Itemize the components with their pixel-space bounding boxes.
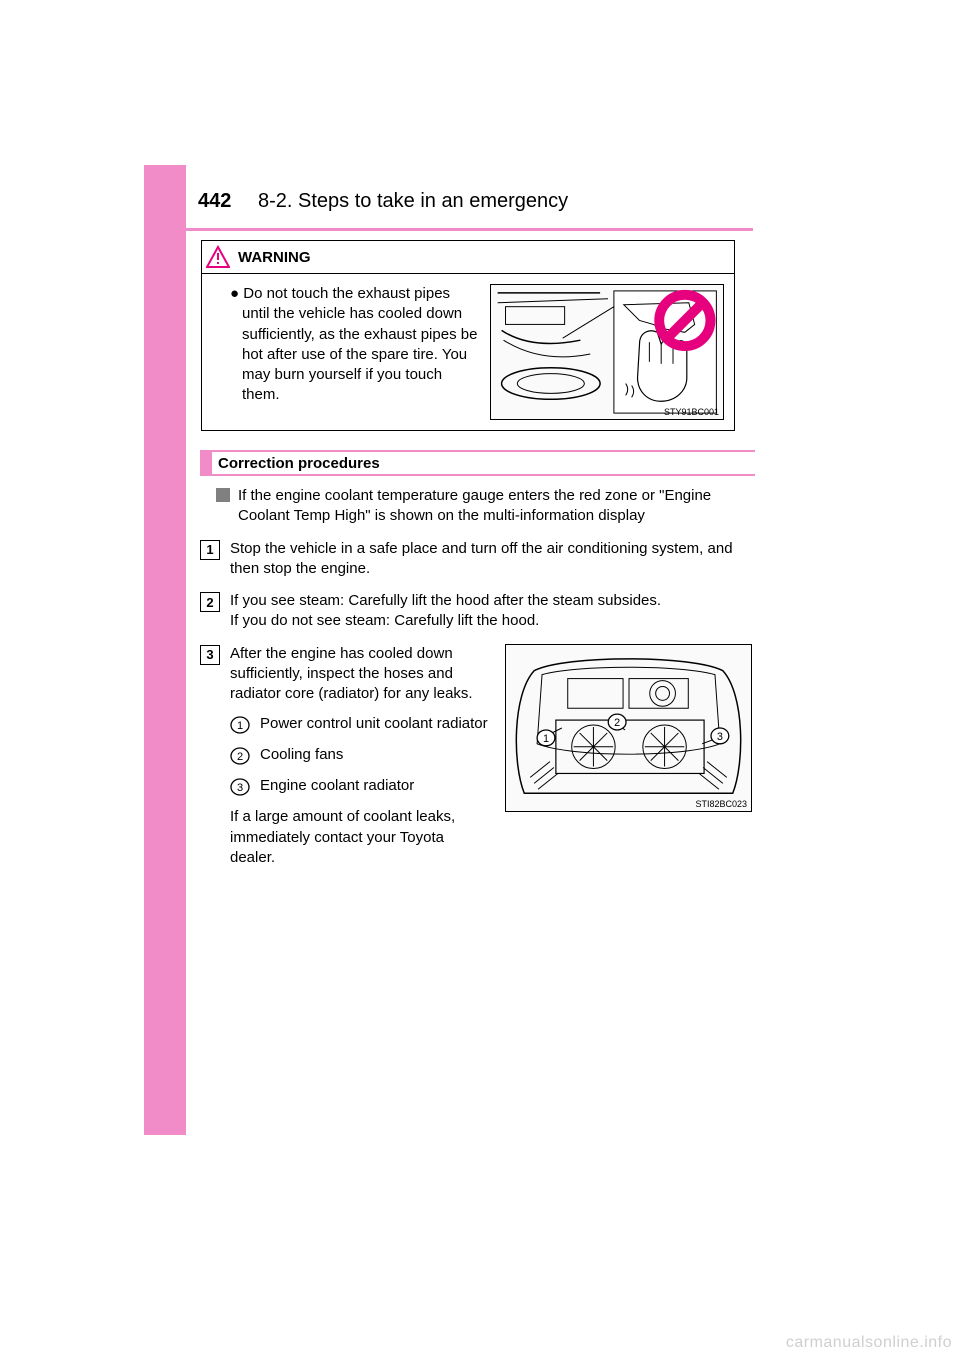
svg-text:3: 3: [717, 730, 723, 742]
step-1: 1 Stop the vehicle in a safe place and t…: [200, 539, 755, 580]
content: If the engine coolant temperature gauge …: [200, 486, 755, 868]
step-number-box: 2: [200, 592, 220, 612]
subsection-text: If the engine coolant temperature gauge …: [238, 486, 755, 527]
page-number: 442: [198, 190, 231, 213]
circled-number-glyph: 3: [237, 782, 243, 794]
engine-bay-illustration: 1 2 3 STI82BC023: [505, 644, 752, 812]
warning-illustration-code: STY91BC001: [664, 407, 719, 417]
left-sidebar: [144, 165, 186, 1135]
watermark: carmanualsonline.info: [786, 1334, 952, 1352]
header-divider: [186, 228, 753, 231]
warning-paragraph: Do not touch the exhaust pipes until the…: [242, 285, 477, 403]
step-3-textcol: After the engine has cooled down suffici…: [230, 644, 505, 869]
step-3: 3 After the engine has cooled down suffi…: [200, 644, 755, 869]
page-header: 442 8-2. Steps to take in an emergency: [198, 190, 753, 226]
step-2-text: If you see steam: Carefully lift the hoo…: [230, 591, 755, 632]
step-3-line: After the engine has cooled down suffici…: [230, 644, 493, 705]
step-3-item-2: 2 Cooling fans: [230, 745, 493, 766]
warning-title: WARNING: [238, 249, 311, 266]
gray-square-icon: [216, 488, 230, 502]
warning-header: WARNING: [202, 241, 734, 274]
engine-bay-illustration-code: STI82BC023: [695, 799, 747, 809]
circled-number-icon: 1: [230, 715, 250, 735]
warning-body: ● Do not touch the exhaust pipes until t…: [202, 274, 734, 430]
step-2: 2 If you see steam: Carefully lift the h…: [200, 591, 755, 632]
step-1-text: Stop the vehicle in a safe place and tur…: [230, 539, 755, 580]
step-3-item-3: 3 Engine coolant radiator: [230, 776, 493, 797]
svg-text:1: 1: [543, 732, 549, 744]
page: 442 8-2. Steps to take in an emergency W…: [0, 0, 960, 1358]
subsection-row: If the engine coolant temperature gauge …: [200, 486, 755, 527]
circled-number-icon: 3: [230, 777, 250, 797]
step-number-box: 3: [200, 645, 220, 665]
section-bar: Correction procedures: [200, 450, 755, 476]
warning-box: WARNING ● Do not touch the exhaust pipes…: [201, 240, 735, 431]
warning-illustration: STY91BC001: [490, 284, 724, 420]
page-section-title: 8-2. Steps to take in an emergency: [258, 190, 568, 213]
step-3-item-1-label: Power control unit coolant radiator: [260, 714, 488, 734]
step-3-note: If a large amount of coolant leaks, imme…: [230, 807, 493, 868]
step-3-item-2-label: Cooling fans: [260, 745, 343, 765]
circled-number-glyph: 1: [237, 720, 243, 732]
circled-number-icon: 2: [230, 746, 250, 766]
warning-bullet: ●: [230, 285, 239, 302]
warning-illustration-svg: [491, 285, 723, 419]
warning-triangle-icon: [206, 245, 230, 269]
warning-text: ● Do not touch the exhaust pipes until t…: [230, 284, 490, 420]
step-3-item-3-label: Engine coolant radiator: [260, 776, 414, 796]
svg-text:2: 2: [614, 717, 620, 729]
section-title: Correction procedures: [212, 452, 755, 474]
circled-number-glyph: 2: [237, 751, 243, 763]
engine-bay-svg: 1 2 3: [506, 645, 751, 811]
step-3-item-1: 1 Power control unit coolant radiator: [230, 714, 493, 735]
step-number-box: 1: [200, 540, 220, 560]
